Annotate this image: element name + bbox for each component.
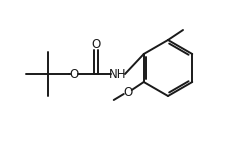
Text: O: O: [91, 38, 100, 51]
Text: O: O: [123, 85, 132, 99]
Text: O: O: [69, 68, 78, 81]
Text: NH: NH: [109, 68, 126, 81]
